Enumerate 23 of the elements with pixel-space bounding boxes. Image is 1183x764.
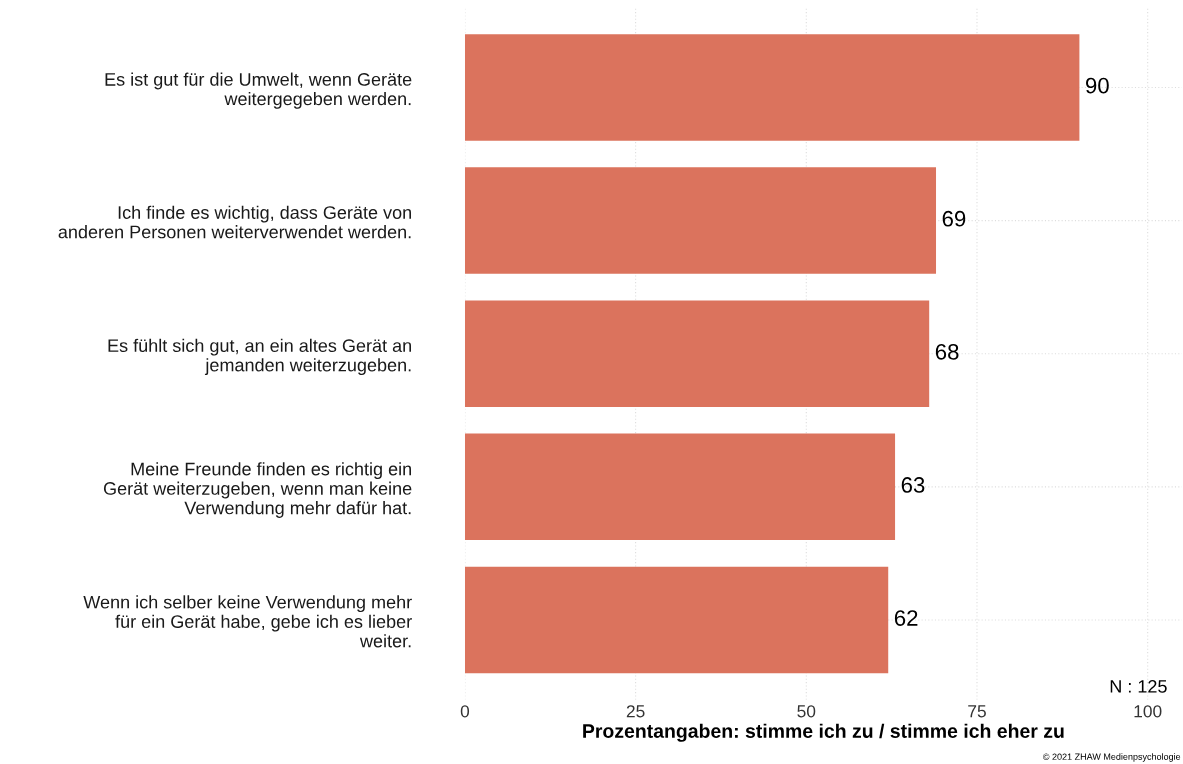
x-axis-title: Prozentangaben: stimme ich zu / stimme ich eher zu <box>583 723 1064 742</box>
y-tick-label: Meine Freunde finden es richtig ein Gerät weiterzugeben, wenn man keine Verwendung mehr dafür hat. <box>103 462 412 518</box>
data-label: 63 <box>901 477 925 493</box>
data-label: 68 <box>935 343 959 360</box>
data-label: 90 <box>1086 77 1109 94</box>
x-tick-label: 100 <box>1134 705 1162 718</box>
x-tick-label: 75 <box>968 705 986 718</box>
y-tick-label: Ich finde es wichtig, dass Geräte von anderen Personen weiterverwendet werden. <box>58 205 411 239</box>
x-tick-label: 0 <box>460 705 470 718</box>
bar <box>464 167 937 274</box>
y-tick-label: Es fühlt sich gut, an ein altes Gerät an jemanden weiterzugeben. <box>108 338 411 376</box>
bar <box>464 433 896 541</box>
y-tick-label: Wenn ich selber keine Verwendung mehr für ein Gerät habe, gebe ich es lieber weiter. <box>83 595 412 648</box>
x-tick-label: 25 <box>626 705 645 718</box>
x-tick-label: 50 <box>797 705 816 718</box>
bar <box>464 34 1080 141</box>
bar <box>464 566 889 674</box>
text: © 2021 ZHAW Medienpsychologie <box>1042 753 1181 762</box>
annotation: N : 125 <box>1110 680 1167 693</box>
data-label: 62 <box>894 610 918 626</box>
data-label: 69 <box>942 210 966 227</box>
y-tick-label: Es ist gut für die Umwelt, wenn Geräte weitergegeben werden. <box>105 72 412 109</box>
bar <box>464 300 930 407</box>
